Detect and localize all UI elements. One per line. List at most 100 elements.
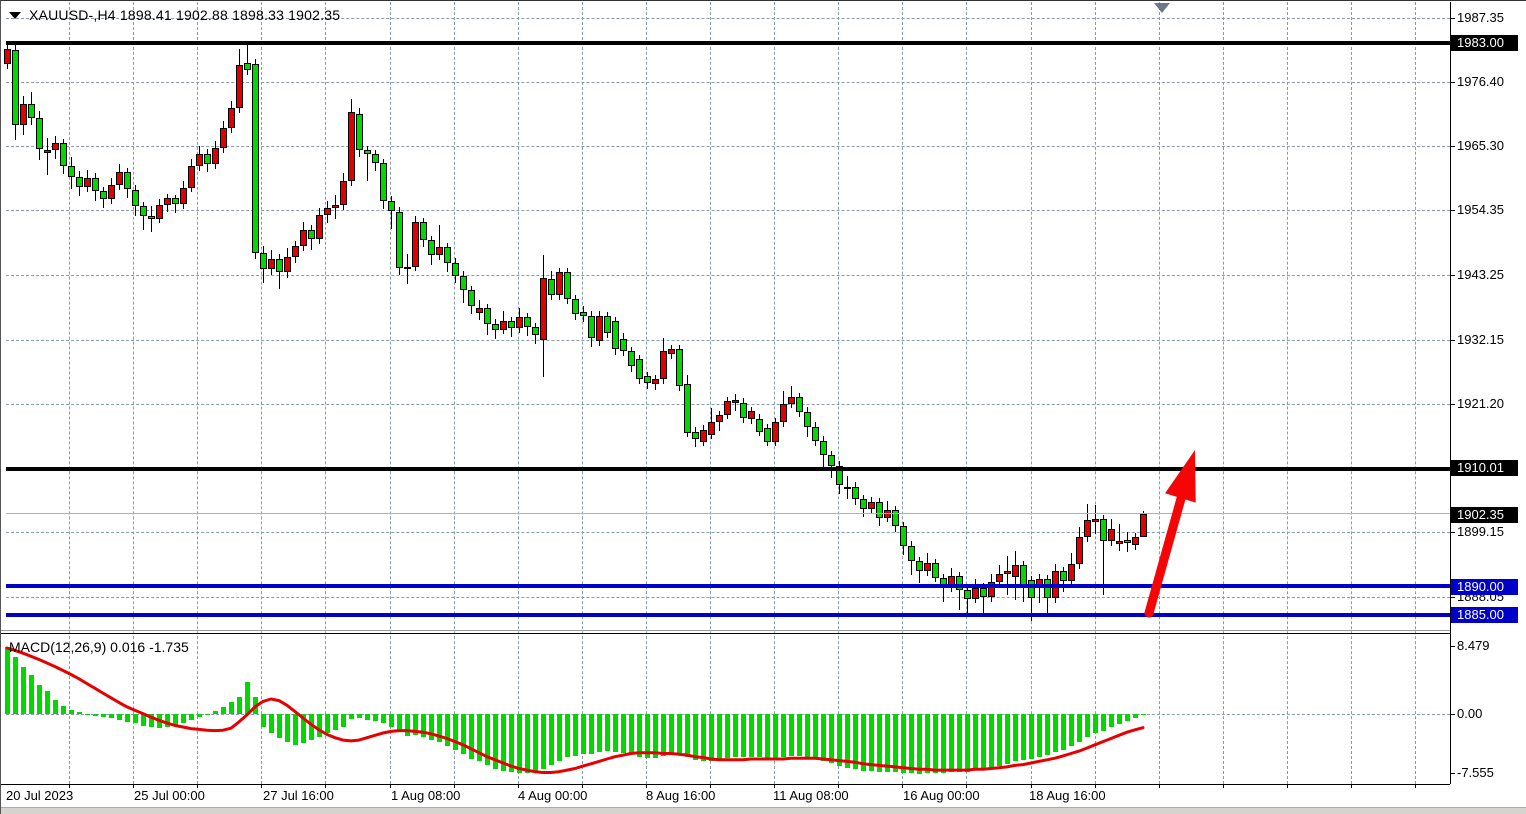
price-axis-label: 1921.20: [1457, 396, 1504, 411]
time-axis-tick: [774, 784, 776, 788]
candle: [356, 113, 363, 151]
gridline-horizontal: [6, 18, 1450, 19]
candle: [492, 323, 499, 330]
price-axis-tick: [1450, 146, 1455, 147]
macd-histogram-bar: [237, 696, 242, 714]
candle: [652, 379, 659, 385]
price-axis-label: 1954.35: [1457, 202, 1504, 217]
gridline-vertical: [1158, 2, 1160, 784]
macd-histogram-bar: [293, 714, 298, 745]
macd-histogram-bar: [37, 684, 42, 714]
candle: [644, 376, 651, 384]
macd-histogram-bar: [357, 714, 362, 718]
candle: [44, 150, 51, 153]
candle: [740, 402, 747, 418]
candle: [836, 465, 843, 485]
macd-histogram-bar: [685, 714, 690, 758]
macd-histogram-bar: [285, 714, 290, 743]
macd-histogram-bar: [629, 714, 634, 755]
candle: [340, 180, 347, 205]
time-axis-tick: [197, 784, 199, 788]
candle: [708, 421, 715, 435]
macd-histogram-bar: [981, 714, 986, 770]
gridline-vertical: [197, 2, 199, 784]
time-axis-tick: [1030, 784, 1032, 788]
macd-histogram-bar: [901, 714, 906, 774]
gridline-vertical: [1286, 2, 1288, 784]
macd-histogram-bar: [1141, 713, 1146, 715]
candle: [468, 289, 475, 307]
candle: [116, 171, 123, 185]
candle: [4, 48, 11, 64]
candle: [572, 298, 579, 315]
candle: [676, 349, 683, 387]
candle: [796, 396, 803, 412]
macd-histogram-bar: [245, 682, 250, 714]
candle: [684, 384, 691, 434]
macd-histogram-bar: [837, 714, 842, 767]
candle: [188, 165, 195, 188]
gridline-horizontal: [6, 597, 1450, 598]
macd-histogram-bar: [645, 714, 650, 759]
price-axis-label: 1899.15: [1457, 524, 1504, 539]
chart-title-bar: XAUUSD-,H4 1898.41 1902.88 1898.33 1902.…: [9, 7, 340, 23]
macd-histogram-bar: [1085, 714, 1090, 737]
price-axis-label: 1976.40: [1457, 74, 1504, 89]
candle-wick: [439, 224, 440, 261]
macd-histogram-bar: [1069, 714, 1074, 747]
macd-histogram-bar: [693, 714, 698, 760]
macd-histogram-bar: [453, 714, 458, 750]
time-axis-tick: [69, 784, 70, 788]
candle: [1100, 519, 1107, 541]
candle: [588, 315, 595, 339]
macd-histogram-bar: [597, 714, 602, 752]
time-axis-tick: [517, 784, 519, 788]
candle: [668, 349, 675, 355]
candle: [180, 187, 187, 205]
macd-histogram-bar: [397, 714, 402, 733]
candle: [1084, 520, 1091, 538]
panel-separator[interactable]: [1, 630, 1450, 631]
candle: [500, 320, 507, 330]
chart-shift-triangle-icon[interactable]: [1154, 3, 1170, 13]
time-axis-tick: [710, 784, 711, 788]
macd-histogram-bar: [157, 714, 162, 729]
candle: [924, 563, 931, 572]
macd-histogram-bar: [661, 714, 666, 756]
candle: [660, 351, 667, 380]
time-axis-tick: [581, 784, 583, 788]
price-axis-label: 0.00: [1457, 706, 1483, 721]
candle-wick: [151, 206, 152, 233]
candle: [228, 107, 235, 129]
price-level-line: [6, 467, 1450, 472]
macd-histogram-bar: [877, 714, 882, 772]
macd-histogram-bar: [53, 699, 58, 714]
candle: [524, 317, 531, 328]
candle-wick: [959, 572, 960, 611]
macd-histogram-bar: [917, 714, 922, 774]
time-axis-tick: [1415, 784, 1417, 788]
macd-histogram-bar: [501, 714, 506, 771]
candle-wick: [391, 195, 392, 229]
candle: [1004, 571, 1011, 575]
candle: [596, 316, 603, 342]
candle: [1092, 519, 1099, 523]
candle: [748, 411, 755, 419]
macd-histogram-bar: [437, 714, 442, 743]
macd-histogram-bar: [805, 714, 810, 757]
candle: [548, 278, 555, 296]
candle: [724, 401, 731, 415]
macd-histogram-bar: [525, 714, 530, 774]
price-axis-tick: [1450, 340, 1455, 341]
candle: [1020, 564, 1027, 585]
chart-plot-area[interactable]: [1, 1, 1450, 784]
candle: [100, 191, 107, 200]
time-axis-tick: [902, 784, 904, 788]
macd-histogram-bar: [725, 714, 730, 759]
candle: [692, 431, 699, 439]
macd-histogram-bar: [1093, 714, 1098, 733]
macd-histogram-bar: [29, 675, 34, 714]
macd-histogram-bar: [965, 714, 970, 772]
candle: [988, 582, 995, 597]
macd-histogram-bar: [1125, 714, 1130, 722]
